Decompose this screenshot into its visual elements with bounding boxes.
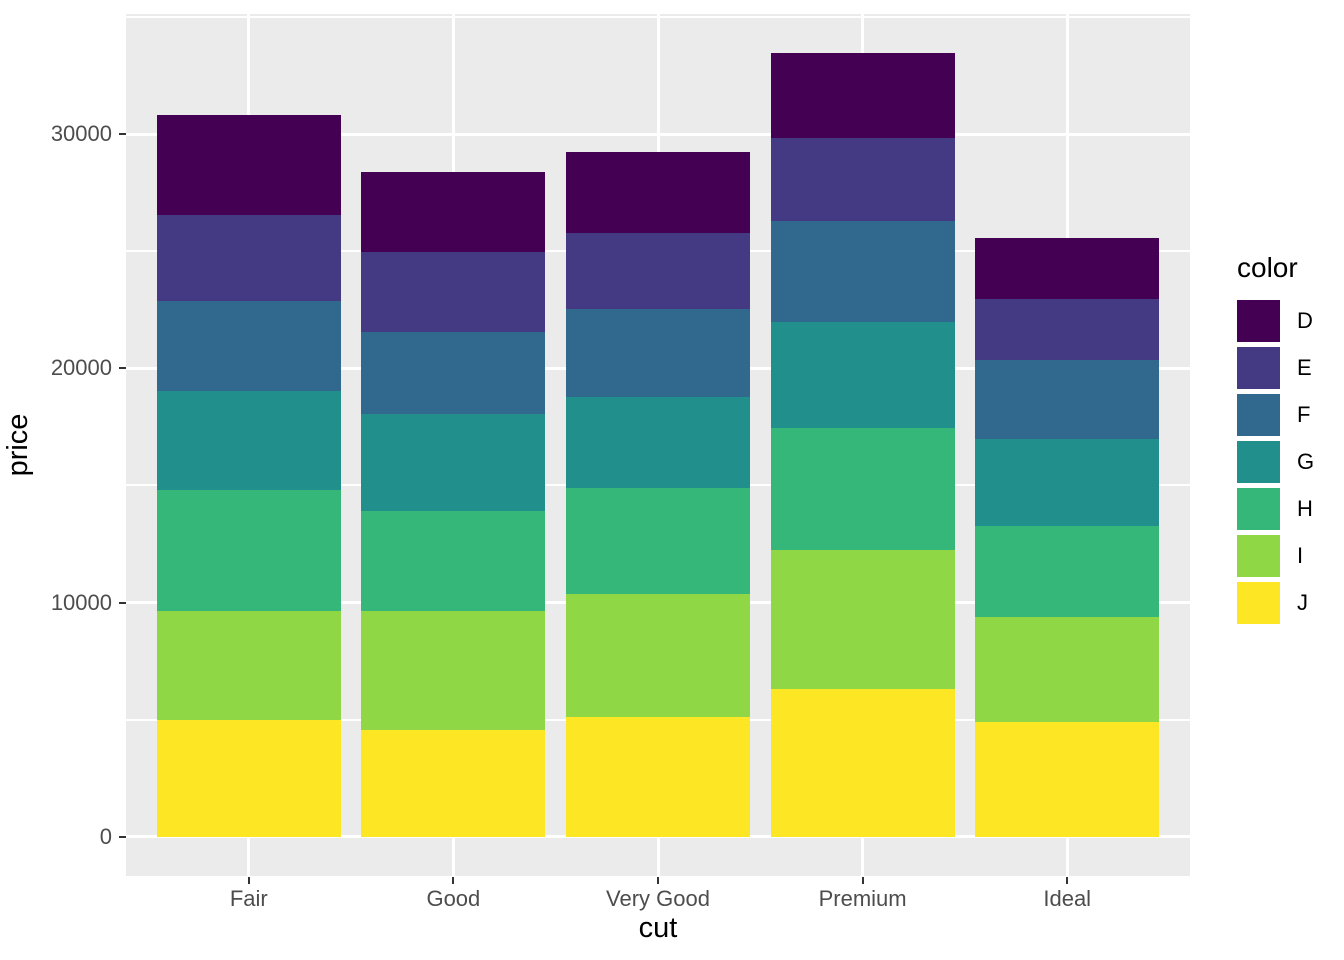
legend-label-H: H (1297, 496, 1313, 521)
bar-segment-fair-F (156, 301, 341, 391)
x-tick-mark-very-good (657, 877, 659, 884)
bar-segment-ideal-J (975, 721, 1160, 837)
legend-item-D: D (1237, 300, 1314, 342)
bar-segment-fair-G (156, 390, 341, 491)
y-tick-mark-20000 (119, 367, 126, 370)
bar-segment-good-J (361, 729, 546, 837)
bar-segment-premium-D (770, 53, 955, 139)
legend-title: color (1237, 252, 1298, 283)
y-tick-mark-30000 (119, 133, 126, 136)
bar-segment-premium-J (770, 689, 955, 837)
y-tick-label-30000: 30000 (50, 121, 112, 147)
x-tick-label-fair: Fair (229, 886, 268, 911)
bar-segment-very-good-D (565, 152, 751, 234)
bar-segment-good-E (361, 251, 546, 333)
x-tick-label-ideal: Ideal (1043, 886, 1092, 911)
bar-segment-very-good-F (565, 308, 751, 398)
bar-segment-premium-H (770, 427, 955, 551)
x-tick-label-very-good: Very Good (606, 886, 710, 911)
bar-segment-premium-G (770, 322, 955, 428)
legend-item-F: F (1237, 394, 1314, 436)
legend-swatch-D (1237, 300, 1280, 342)
x-axis-title: cut (638, 912, 678, 944)
bar-segment-fair-I (156, 610, 341, 721)
bar-segment-ideal-F (975, 360, 1160, 440)
bar-segment-fair-J (156, 720, 341, 837)
y-tick-mark-0 (119, 835, 126, 838)
bar-segment-ideal-E (975, 299, 1160, 360)
bar-segment-good-D (361, 172, 546, 252)
legend-label-I: I (1297, 543, 1304, 568)
x-tick-mark-ideal (1066, 877, 1069, 884)
bar-segment-good-I (361, 610, 546, 730)
bar-segment-very-good-J (565, 717, 751, 837)
y-tick-label-0: 0 (99, 823, 112, 849)
bar-segment-very-good-E (565, 233, 751, 309)
bar-segment-ideal-G (975, 439, 1160, 527)
legend-label-G: G (1297, 449, 1315, 474)
x-tick-mark-fair (247, 877, 250, 884)
y-tick-label-20000: 20000 (50, 355, 112, 381)
legend-label-J: J (1297, 590, 1308, 615)
x-tick-mark-good (452, 877, 455, 884)
x-tick-label-premium: Premium (818, 886, 907, 911)
bar-segment-very-good-G (565, 397, 751, 488)
bar-segment-ideal-D (975, 237, 1160, 300)
bar-segment-ideal-I (975, 617, 1160, 722)
bar-segment-very-good-H (565, 487, 751, 595)
y-tick-label-10000: 10000 (50, 589, 112, 615)
bar-segment-very-good-I (565, 594, 751, 718)
y-axis-title-text: price (2, 413, 34, 477)
legend-item-H: H (1237, 488, 1314, 530)
legend-swatch-I (1237, 535, 1280, 577)
bar-segment-premium-I (770, 550, 955, 690)
bar-segment-fair-H (156, 490, 341, 611)
legend-label-D: D (1297, 308, 1313, 333)
legend-swatch-H (1237, 488, 1280, 530)
legend-swatch-J (1237, 582, 1280, 624)
bar-segment-fair-D (156, 114, 341, 215)
legend-label-F: F (1297, 402, 1311, 427)
legend-swatch-G (1237, 441, 1280, 483)
bar-segment-good-G (361, 413, 546, 511)
legend-swatch-F (1237, 394, 1280, 436)
legend-item-E: E (1237, 347, 1314, 389)
bar-segment-fair-E (156, 215, 341, 302)
legend-swatch-E (1237, 347, 1280, 389)
bar-segment-good-F (361, 332, 546, 414)
bar-segment-premium-E (770, 138, 955, 222)
legend-item-J: J (1237, 582, 1314, 624)
plot-panel (126, 14, 1190, 876)
bar-segment-premium-F (770, 221, 955, 323)
legend-item-G: G (1237, 441, 1314, 483)
y-tick-mark-10000 (119, 601, 126, 604)
bar-segment-ideal-H (975, 526, 1160, 618)
legend-label-E: E (1297, 355, 1312, 380)
x-tick-mark-premium (861, 877, 864, 884)
legend-item-I: I (1237, 535, 1314, 577)
x-tick-label-good: Good (426, 886, 481, 911)
bar-segment-good-H (361, 510, 546, 611)
